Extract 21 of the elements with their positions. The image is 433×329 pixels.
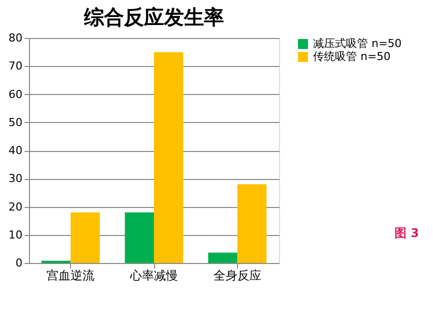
bar — [124, 212, 154, 263]
y-tick-label: 20 — [8, 200, 22, 214]
y-tick-label: 70 — [8, 60, 22, 73]
bar — [70, 212, 100, 263]
legend-label: 传统吸管 n=50 — [313, 50, 391, 63]
y-tick-label: 50 — [8, 116, 22, 129]
y-tick-label: 40 — [8, 144, 22, 157]
x-tick-label: 心率减慢 — [129, 268, 178, 282]
y-tick-label: 10 — [8, 228, 22, 242]
y-tick-label: 30 — [8, 172, 22, 186]
x-tick-label: 宫血逆流 — [46, 268, 95, 282]
y-tick-label: 80 — [8, 32, 22, 44]
bar — [154, 52, 184, 263]
y-tick-label: 0 — [16, 256, 22, 270]
legend-label: 减压式吸管 n=50 — [313, 37, 402, 50]
bar — [237, 184, 266, 263]
chart-title: 综合反应发生率 — [83, 5, 224, 29]
y-tick-label: 60 — [8, 88, 22, 101]
x-tick-label: 全身反应 — [213, 268, 262, 282]
bar — [208, 252, 238, 263]
caption: 图 3 — [394, 226, 419, 240]
